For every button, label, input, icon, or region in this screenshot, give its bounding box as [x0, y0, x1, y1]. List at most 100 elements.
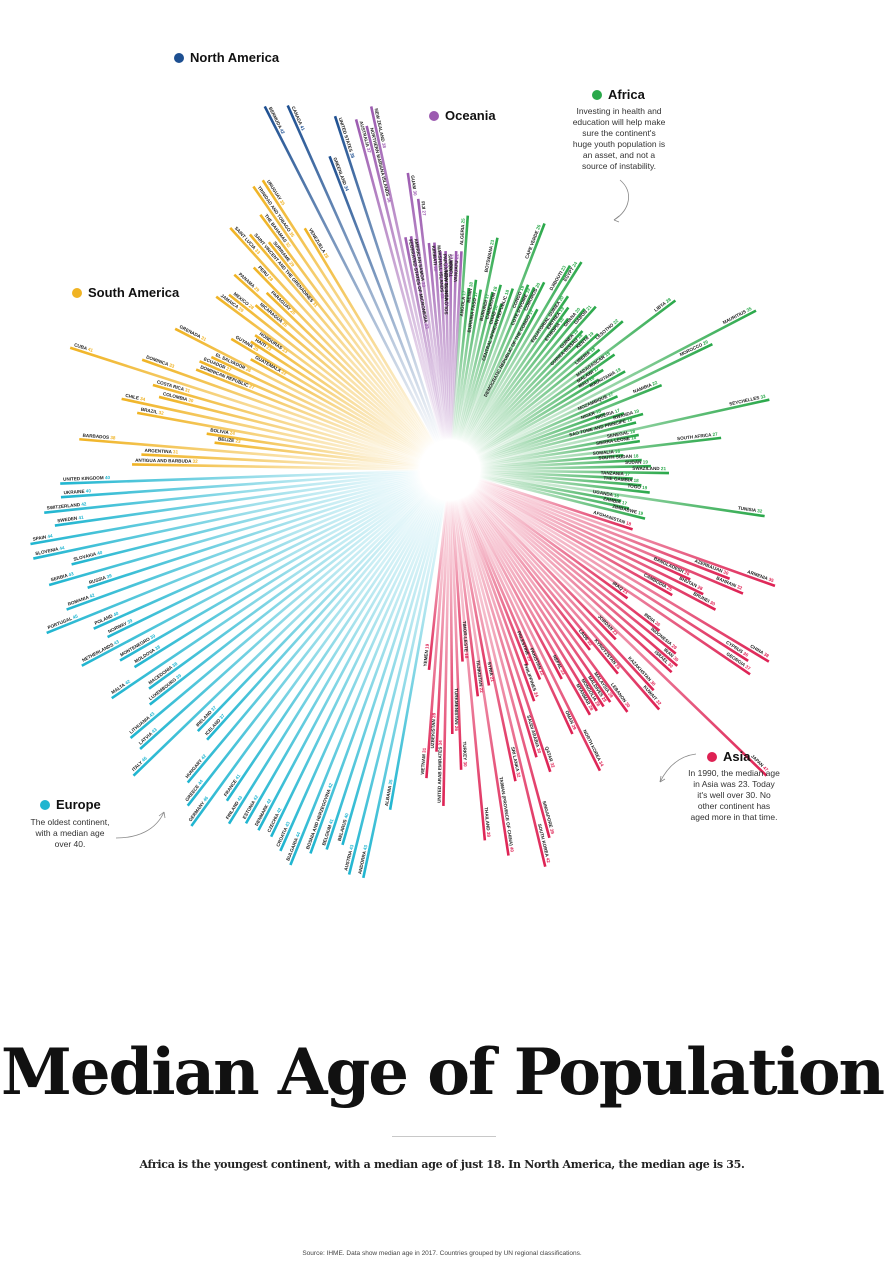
bar-denmark	[257, 495, 438, 831]
bar-jordan	[470, 490, 617, 641]
label-panama: PANAMA 29	[238, 272, 261, 293]
bar-latvia	[139, 489, 429, 750]
legend-oceania: Oceania	[429, 108, 496, 123]
label-cuba: CUBA 41	[74, 342, 95, 353]
bar-guam	[406, 172, 448, 441]
label-kiribati: KIRIBATI 22	[431, 245, 438, 272]
bar-armenia	[477, 478, 776, 588]
label-barbados: BARBADOS 38	[82, 433, 116, 441]
bar-georgia	[474, 485, 751, 676]
label-seychelles: SEYCHELLES 33	[729, 394, 767, 407]
bar-congo	[460, 284, 530, 443]
label-antigua-and-barbuda: ANTIGUA AND BARBUDA 32	[135, 458, 198, 464]
bar-united-arab-emirates	[442, 499, 451, 806]
bar-slovenia	[33, 474, 421, 560]
bar-grenada	[174, 327, 424, 458]
label-burundi: BURUNDI 17	[479, 293, 490, 321]
label-slovakia: SLOVAKIA 40	[73, 550, 103, 562]
bar-norway	[106, 481, 424, 639]
label-hungary: HUNGARY 42	[185, 753, 208, 779]
north-america-label: North America	[190, 50, 280, 65]
bar-american-samoa	[409, 236, 447, 441]
label-sudan: SUDAN 19	[625, 460, 648, 465]
bar-taiwan-province-of-china-	[453, 499, 510, 856]
label-iran: IRAN 30	[663, 647, 680, 663]
bar-costa-rica	[152, 383, 422, 463]
label-uzbekistan: UZBEKISTAN 28	[430, 712, 437, 748]
bar-austria	[347, 498, 445, 875]
label-marshall-islands: MARSHALL ISLANDS 22	[436, 245, 445, 299]
label-bangladesh: BANGLADESH 26	[653, 556, 691, 577]
label-sweden: SWEDEN 41	[57, 515, 84, 524]
label-albania: ALBANIA 35	[384, 779, 394, 807]
bar-portugal	[46, 480, 423, 635]
bar-niger	[477, 412, 606, 461]
bar-lebanon	[466, 493, 629, 713]
bar-indonesia	[472, 487, 677, 655]
bar-chad	[457, 303, 503, 442]
bar-china	[475, 484, 770, 663]
bar-burkina-faso	[453, 289, 482, 441]
bar-el-salvador	[210, 355, 424, 459]
label-solomon-islands: SOLOMON ISLANDS 20	[444, 263, 449, 315]
bar-japan	[470, 489, 768, 777]
bar-vanuatu	[450, 251, 463, 441]
bar-malta	[111, 485, 426, 700]
bar-kazakhstan	[469, 491, 655, 692]
label-russia: RUSSIA 39	[88, 573, 112, 585]
bar-antigua-and-barbuda	[132, 463, 421, 471]
bar-argentina	[141, 453, 421, 470]
bar-estonia	[244, 495, 437, 824]
bar-laos	[467, 492, 592, 651]
bar-cape-verde	[459, 223, 546, 443]
bar-bermuda	[263, 105, 438, 444]
bar-colombia	[158, 395, 422, 464]
bar-northern-mariana-islands	[365, 125, 445, 442]
label-somalia: SOMALIA 16	[593, 449, 621, 456]
bar-cuba	[69, 346, 422, 463]
bar-saudi-arabia	[457, 498, 538, 758]
bar-guatemala	[250, 358, 425, 457]
bar-iceland	[206, 491, 431, 741]
bar-panama	[233, 273, 429, 451]
bar-uzbekistan	[435, 499, 450, 752]
bar-syria	[454, 499, 491, 686]
bar-dominican-republic	[195, 368, 423, 461]
bar-turkmenistan	[448, 499, 454, 735]
label-thailand: THAILAND 38	[483, 807, 491, 838]
label-belize: BELIZE 23	[218, 437, 242, 445]
europe-label: Europe	[56, 797, 101, 812]
africa-dot	[592, 89, 602, 100]
bar-turkey	[449, 499, 463, 770]
bar-senegal	[479, 433, 640, 466]
europe-note: The oldest continent, with a median age …	[30, 817, 110, 849]
bar-zimbabwe	[478, 475, 646, 520]
bar-myanmar	[463, 495, 592, 716]
asia-arrow-icon	[659, 753, 697, 783]
bar-ghana	[468, 307, 586, 448]
bar-nigeria	[478, 411, 625, 462]
legend-north-america: North America	[174, 50, 279, 65]
bar-mauritius	[476, 309, 757, 458]
bar-guinea	[469, 330, 584, 450]
bar-tanzania	[479, 470, 633, 480]
bar-jamaica	[215, 295, 427, 454]
label-argentina: ARGENTINA 31	[144, 448, 178, 455]
label-syria: SYRIA 21	[486, 661, 495, 682]
label-nigeria: NIGERIA 17	[595, 408, 621, 421]
bar-italy	[132, 489, 430, 777]
bar-iran	[471, 488, 679, 667]
bar-bosnia-and-herzegovina	[309, 497, 441, 854]
label-sri-lanka: SRI LANKA 32	[510, 746, 521, 778]
bar-lesotho	[471, 320, 624, 452]
label-belarus: BELARUS 40	[337, 812, 350, 841]
label-kazakhstan: KAZAKHSTAN 30	[627, 656, 657, 688]
bar-afghanistan	[478, 478, 634, 531]
bar-eritrea	[466, 306, 570, 447]
label-south-africa: SOUTH AFRICA 27	[677, 432, 719, 442]
asia-dot	[707, 751, 717, 762]
bar-equatorial-guinea	[465, 295, 570, 446]
bar-belgium	[325, 498, 442, 850]
label-sierra-leone: SIERRA LEONE 18	[596, 435, 637, 446]
label-guam: GUAM 30	[410, 175, 418, 196]
